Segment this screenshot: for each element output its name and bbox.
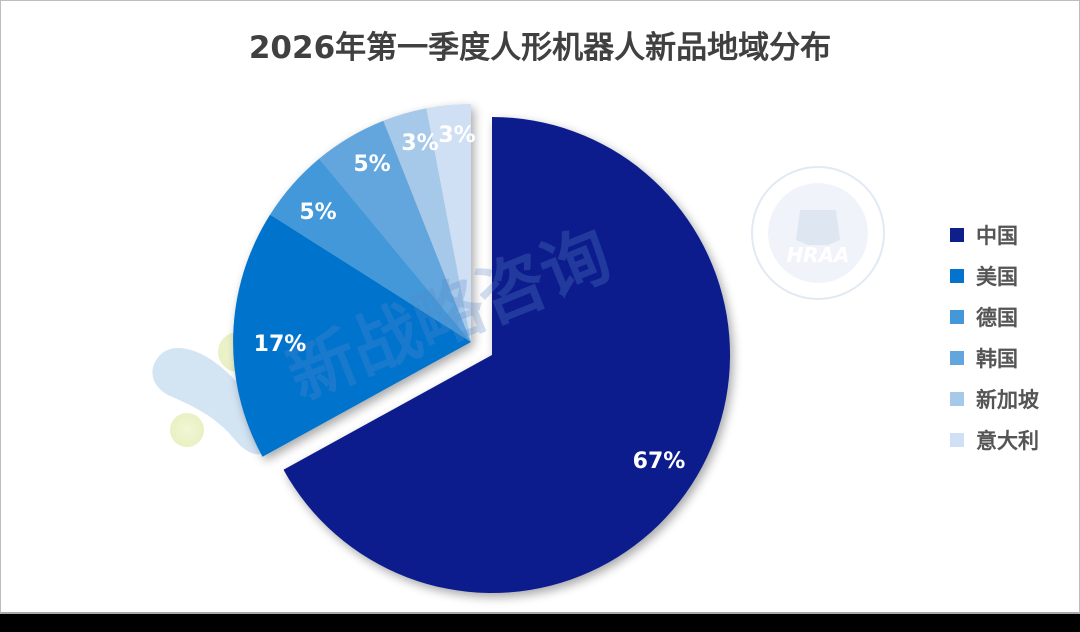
legend-swatch bbox=[950, 227, 964, 242]
watermark-seal: HRAA bbox=[751, 166, 885, 300]
slice-korea[interactable] bbox=[319, 120, 471, 342]
label-china: 67% bbox=[633, 449, 686, 474]
slice-italy[interactable] bbox=[426, 103, 471, 342]
label-usa: 17% bbox=[254, 332, 307, 357]
legend-swatch bbox=[950, 432, 964, 447]
label-italy: 3% bbox=[438, 123, 475, 148]
legend-item-usa[interactable]: 美国 bbox=[950, 255, 1039, 296]
svg-text:HRAA: HRAA bbox=[786, 243, 849, 267]
legend-item-italy[interactable]: 意大利 bbox=[950, 419, 1039, 460]
slice-china[interactable] bbox=[283, 117, 731, 593]
legend-swatch bbox=[950, 350, 964, 365]
label-germany: 5% bbox=[299, 200, 336, 225]
exploded-slices bbox=[233, 103, 471, 457]
legend-swatch bbox=[950, 391, 964, 406]
legend-swatch bbox=[950, 309, 964, 324]
label-korea: 5% bbox=[353, 152, 390, 177]
legend-item-germany[interactable]: 德国 bbox=[950, 296, 1039, 337]
legend: 中国 美国 德国 韩国 新加坡 意大利 bbox=[950, 214, 1039, 460]
slice-singapore[interactable] bbox=[383, 108, 471, 342]
legend-item-china[interactable]: 中国 bbox=[950, 214, 1039, 255]
label-singapore: 3% bbox=[401, 131, 438, 156]
slice-usa[interactable] bbox=[233, 214, 471, 457]
legend-item-singapore[interactable]: 新加坡 bbox=[950, 378, 1039, 419]
legend-item-korea[interactable]: 韩国 bbox=[950, 337, 1039, 378]
chart-title: 2026年第一季度人形机器人新品地域分布 bbox=[248, 30, 832, 66]
legend-swatch bbox=[950, 268, 964, 283]
slice-germany[interactable] bbox=[270, 158, 471, 342]
